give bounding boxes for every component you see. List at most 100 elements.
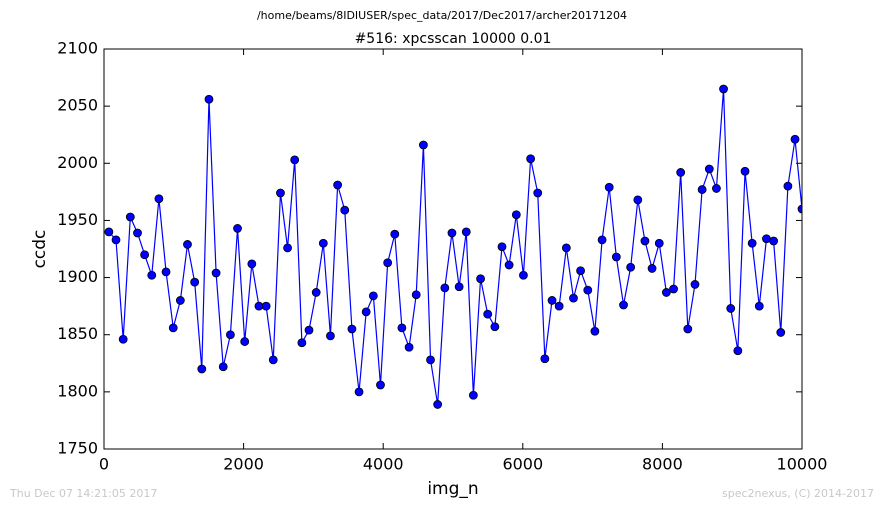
marker bbox=[576, 266, 585, 276]
y-tick-label: 2050 bbox=[57, 96, 98, 115]
marker bbox=[468, 390, 478, 400]
marker bbox=[611, 252, 621, 262]
marker bbox=[676, 168, 686, 177]
marker bbox=[626, 262, 636, 272]
marker bbox=[304, 325, 314, 335]
marker bbox=[619, 300, 628, 310]
marker bbox=[125, 212, 135, 222]
marker bbox=[533, 188, 543, 198]
marker bbox=[783, 181, 793, 191]
marker bbox=[754, 301, 764, 311]
marker bbox=[704, 164, 714, 174]
marker bbox=[419, 140, 428, 150]
marker bbox=[190, 277, 200, 287]
x-tick-label: 10000 bbox=[777, 455, 828, 474]
marker bbox=[118, 334, 128, 344]
marker bbox=[697, 185, 707, 194]
y-tick-label: 2000 bbox=[57, 153, 98, 172]
marker bbox=[133, 228, 142, 238]
marker bbox=[569, 293, 578, 303]
marker bbox=[440, 283, 450, 293]
marker bbox=[404, 342, 414, 352]
marker bbox=[604, 182, 614, 192]
marker bbox=[218, 362, 228, 372]
marker bbox=[669, 284, 678, 294]
marker bbox=[690, 280, 700, 289]
marker bbox=[347, 324, 357, 334]
y-tick-label: 2100 bbox=[57, 39, 98, 58]
marker bbox=[383, 258, 393, 268]
marker bbox=[147, 270, 157, 280]
marker bbox=[354, 387, 364, 397]
marker bbox=[290, 155, 300, 165]
marker bbox=[111, 235, 121, 245]
marker bbox=[526, 154, 536, 164]
marker bbox=[483, 309, 493, 319]
marker bbox=[554, 301, 564, 311]
marker bbox=[240, 337, 250, 346]
y-tick-label: 1750 bbox=[57, 439, 98, 458]
marker bbox=[283, 243, 292, 253]
marker bbox=[654, 238, 664, 248]
y-tick-label: 1800 bbox=[57, 381, 98, 400]
marker bbox=[476, 274, 485, 284]
marker bbox=[426, 355, 435, 365]
marker bbox=[776, 328, 786, 337]
y-tick-label: 1950 bbox=[57, 210, 98, 229]
line bbox=[108, 88, 802, 405]
marker bbox=[326, 331, 335, 341]
marker bbox=[640, 236, 650, 246]
marker bbox=[161, 267, 171, 277]
chart-title: #516: xpcsscan 10000 0.01 bbox=[355, 31, 552, 47]
marker bbox=[661, 288, 671, 297]
marker bbox=[490, 322, 500, 332]
marker bbox=[633, 195, 643, 205]
marker bbox=[183, 240, 192, 249]
marker bbox=[454, 282, 464, 292]
suptitle: /home/beams/8IDIUSER/spec_data/2017/Dec2… bbox=[257, 9, 627, 22]
marker bbox=[197, 364, 207, 374]
footer-right: spec2nexus, (C) 2014-2017 bbox=[722, 487, 874, 500]
y-tick-label: 1850 bbox=[57, 324, 98, 343]
marker bbox=[233, 224, 242, 233]
footer-left: Thu Dec 07 14:21:05 2017 bbox=[9, 487, 157, 500]
x-tick-label: 8000 bbox=[642, 455, 683, 474]
marker bbox=[311, 288, 321, 297]
marker bbox=[390, 229, 400, 239]
marker bbox=[204, 94, 214, 104]
marker bbox=[297, 338, 307, 348]
marker bbox=[168, 323, 178, 333]
marker bbox=[411, 290, 421, 300]
marker bbox=[261, 301, 271, 311]
marker bbox=[211, 268, 221, 278]
marker bbox=[175, 296, 185, 305]
marker bbox=[104, 227, 114, 237]
marker bbox=[547, 296, 557, 305]
marker bbox=[590, 326, 600, 336]
marker bbox=[333, 180, 343, 190]
marker bbox=[226, 330, 235, 340]
marker bbox=[769, 236, 778, 246]
marker bbox=[276, 188, 285, 198]
marker bbox=[361, 307, 371, 317]
marker bbox=[461, 227, 471, 237]
x-tick-label: 2000 bbox=[223, 455, 264, 474]
marker bbox=[433, 400, 443, 409]
marker bbox=[740, 166, 750, 176]
marker bbox=[540, 354, 550, 364]
marker bbox=[683, 324, 693, 334]
marker bbox=[397, 323, 407, 333]
marker bbox=[247, 259, 257, 269]
marker bbox=[447, 228, 457, 238]
marker bbox=[154, 194, 164, 204]
marker bbox=[561, 243, 571, 253]
marker bbox=[368, 291, 378, 301]
marker bbox=[733, 346, 743, 356]
marker bbox=[583, 285, 593, 295]
x-axis-label: img_n bbox=[427, 479, 478, 499]
marker bbox=[519, 270, 528, 280]
y-tick-label: 1900 bbox=[57, 267, 98, 286]
marker bbox=[340, 205, 350, 215]
marker bbox=[268, 355, 278, 365]
marker bbox=[726, 304, 736, 313]
